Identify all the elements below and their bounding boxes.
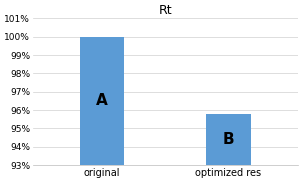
Bar bbox=[80, 37, 124, 165]
Text: B: B bbox=[223, 132, 234, 147]
Title: Rt: Rt bbox=[159, 4, 172, 17]
Bar bbox=[206, 114, 251, 165]
Text: A: A bbox=[96, 93, 108, 108]
